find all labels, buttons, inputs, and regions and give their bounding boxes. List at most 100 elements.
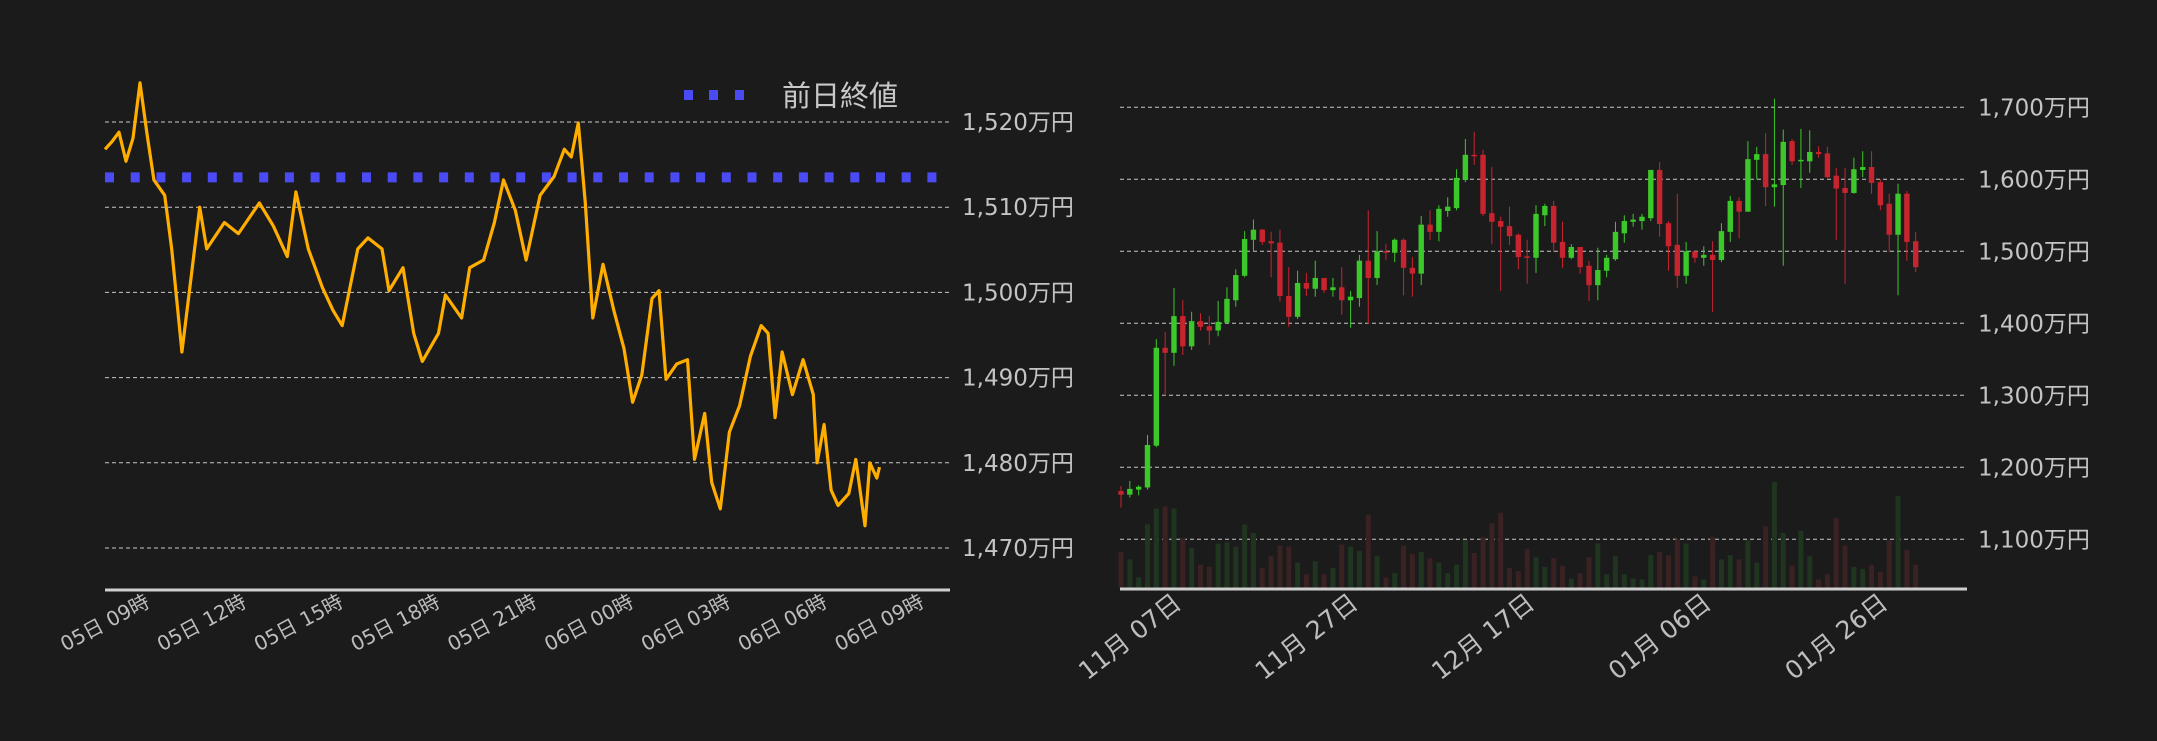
candle [1771, 98, 1778, 207]
volume-bar [1480, 537, 1486, 588]
candle-body [1462, 154, 1469, 181]
candle-body [1365, 260, 1371, 278]
candle-body [1798, 159, 1804, 162]
candle-body [1409, 267, 1416, 274]
candle [1542, 203, 1548, 227]
candle-body [1489, 213, 1495, 222]
candle [1303, 272, 1310, 296]
volume-bar [1321, 574, 1327, 588]
volume-bar [1833, 518, 1839, 588]
volume-bar [1551, 558, 1557, 588]
volume-bar [1356, 550, 1362, 588]
volume-bars [1118, 482, 1919, 588]
candle [1798, 128, 1804, 188]
candle [1577, 246, 1583, 274]
candle-body [1648, 169, 1654, 219]
candle [1736, 197, 1742, 239]
volume-bar [1604, 574, 1610, 588]
candle [1268, 231, 1274, 278]
volume-bar [1701, 579, 1707, 588]
candle-body [1886, 203, 1892, 235]
candle [1762, 133, 1769, 206]
candle-body [1665, 223, 1672, 247]
candle [1586, 260, 1592, 301]
volume-bar [1242, 524, 1248, 588]
x-tick-label: 06日 03時 [637, 589, 734, 656]
candle [1135, 485, 1142, 496]
candle [1330, 277, 1336, 297]
candle-body [1718, 231, 1725, 260]
volume-bar [1277, 545, 1283, 588]
candle-body [1215, 321, 1221, 331]
volume-bar [1763, 526, 1769, 588]
volume-bar [1303, 574, 1309, 588]
candle-body [1471, 154, 1477, 157]
volume-bar [1489, 523, 1495, 588]
right-gridlines [1120, 106, 1966, 540]
volume-bar [1312, 561, 1318, 588]
candle [1462, 138, 1469, 183]
x-tick-label: 05日 21時 [443, 589, 540, 656]
x-tick-label: 06日 00時 [540, 589, 637, 656]
candle [1180, 300, 1186, 355]
candle [1241, 231, 1248, 278]
x-tick-label: 05日 18時 [347, 589, 444, 656]
y-tick-label: 1,480万円 [962, 451, 1074, 477]
candle [1709, 241, 1716, 312]
candle-body [1480, 154, 1486, 214]
candle-body [1789, 141, 1795, 162]
right-x-axis-labels: 11月 07日 11月 27日 12月 17日 01月 06日 01月 26日 [1073, 588, 1893, 686]
volume-bar [1401, 545, 1407, 588]
candle [1701, 246, 1707, 266]
volume-bar [1498, 512, 1504, 588]
candle [1550, 200, 1557, 253]
volume-bar [1568, 578, 1574, 588]
candle [1524, 239, 1530, 284]
candle [1568, 244, 1575, 260]
volume-bar [1904, 549, 1910, 588]
candle-body [1250, 229, 1257, 240]
candle [1842, 167, 1848, 284]
candle-body [1559, 241, 1566, 258]
volume-bar [1189, 547, 1195, 588]
candle-body [1224, 298, 1230, 323]
candle [1868, 151, 1875, 194]
candle-body [1515, 234, 1522, 258]
candle-body [1860, 167, 1866, 170]
candle [1595, 247, 1601, 301]
candle [1427, 210, 1433, 240]
candle-body [1162, 347, 1168, 353]
candle [1250, 219, 1257, 252]
x-tick-label: 06日 09時 [831, 589, 928, 656]
volume-bar [1780, 532, 1786, 588]
volume-bar [1807, 556, 1813, 588]
volume-bar [1162, 506, 1168, 588]
volume-bar [1365, 514, 1371, 588]
candle-body [1683, 251, 1689, 276]
candle [1621, 215, 1628, 243]
legend-dot [684, 90, 693, 100]
candle [1515, 233, 1522, 270]
volume-bar [1250, 532, 1256, 588]
volume-bar [1630, 578, 1636, 588]
candle [1171, 288, 1177, 366]
volume-bar [1286, 546, 1292, 588]
candle-body [1118, 491, 1124, 495]
candle-body [1127, 488, 1133, 495]
left-x-axis-labels: 05日 09時 05日 12時 05日 15時 05日 18時 05日 21時 06日 0… [56, 589, 928, 656]
volume-bar [1860, 568, 1866, 588]
candle-body [1392, 239, 1398, 253]
volume-bar [1348, 546, 1354, 588]
volume-bar [1851, 566, 1857, 588]
candle-body [1383, 251, 1389, 253]
y-tick-label: 1,520万円 [962, 110, 1074, 136]
candle-body [1188, 321, 1195, 347]
candle-body [1586, 265, 1592, 286]
volume-bar [1869, 564, 1875, 588]
candle [1807, 130, 1813, 173]
candle [1506, 206, 1513, 245]
volume-bar [1718, 559, 1724, 588]
candle [1603, 254, 1610, 278]
y-tick-label: 1,300万円 [1978, 383, 2090, 409]
candle [1127, 480, 1133, 498]
